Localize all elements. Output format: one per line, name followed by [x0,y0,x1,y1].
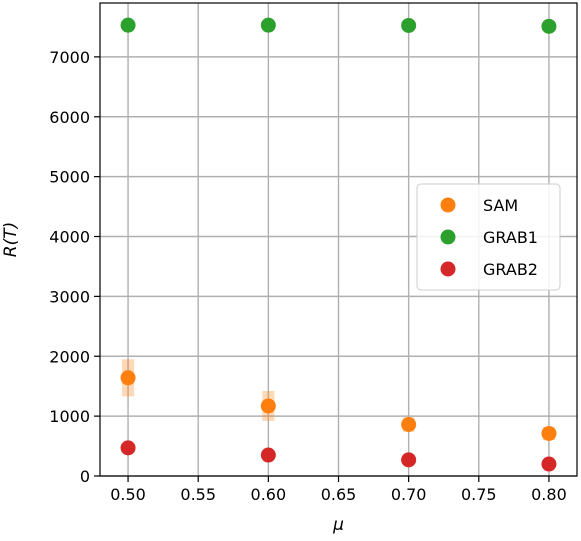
data-point [120,440,136,456]
y-axis-ticks: 0 1000 2000 3000 4000 5000 6000 7000 [49,48,100,486]
legend-marker [440,261,456,277]
data-point [120,370,136,386]
data-point [541,18,557,34]
y-tick-label: 2000 [49,347,90,366]
y-tick-label: 5000 [49,168,90,187]
legend: SAM GRAB1 GRAB2 [416,183,561,291]
data-point [260,17,276,33]
y-tick-label: 6000 [49,108,90,127]
y-tick-label: 7000 [49,48,90,67]
data-point [401,17,417,33]
x-tick-label: 0.60 [251,485,287,504]
data-point [260,398,276,414]
y-tick-label: 4000 [49,228,90,247]
y-tick-label: 3000 [49,287,90,306]
x-tick-label: 0.80 [531,485,567,504]
data-point [541,425,557,441]
x-tick-label: 0.50 [110,485,146,504]
y-axis-label: R(T) [1,222,21,257]
data-point [401,417,417,433]
x-tick-label: 0.75 [461,485,497,504]
legend-label: GRAB1 [483,228,538,247]
x-axis-ticks: 0.50 0.55 0.60 0.65 0.70 0.75 0.80 [110,476,567,504]
legend-label: GRAB2 [483,260,538,279]
x-tick-label: 0.65 [321,485,357,504]
legend-marker [440,229,456,245]
x-tick-label: 0.70 [391,485,427,504]
data-points [120,17,557,472]
x-tick-label: 0.55 [180,485,216,504]
data-point [260,447,276,463]
data-point [401,452,417,468]
data-point [120,17,136,33]
legend-label: SAM [483,196,518,215]
legend-marker [440,197,456,213]
y-tick-label: 1000 [49,407,90,426]
y-tick-label: 0 [80,467,90,486]
data-point [541,456,557,472]
x-axis-label: μ [332,515,344,535]
